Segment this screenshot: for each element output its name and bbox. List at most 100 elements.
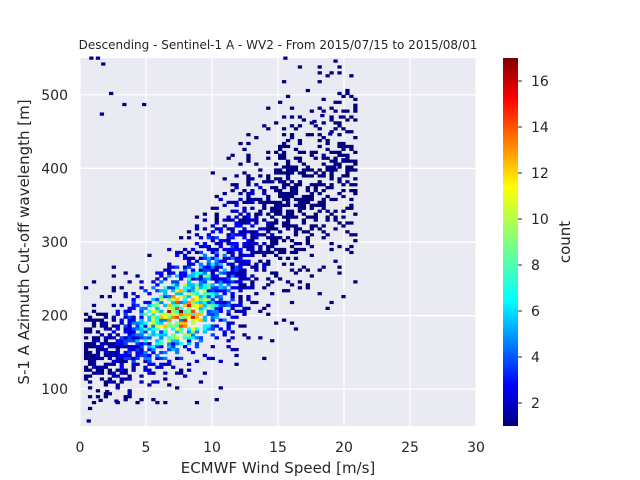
heatmap-cell [289, 239, 295, 243]
heatmap-cell [167, 359, 172, 363]
heatmap-cell [131, 297, 136, 302]
heatmap-cell [293, 215, 299, 219]
heatmap-cell [293, 127, 299, 131]
heatmap-cell [206, 300, 211, 305]
heatmap-cell [147, 345, 152, 349]
heatmap-cell [171, 294, 176, 299]
heatmap-cell [115, 333, 120, 337]
heatmap-cell [345, 206, 350, 210]
heatmap-cell [91, 324, 97, 328]
heatmap-cell [214, 312, 219, 316]
heatmap-cell [87, 380, 93, 384]
heatmap-cell [285, 194, 291, 199]
heatmap-cell [151, 321, 156, 325]
heatmap-cell [254, 183, 259, 187]
heatmap-cell [194, 277, 200, 281]
heatmap-cell [337, 71, 342, 75]
heatmap-cell [167, 247, 172, 252]
heatmap-cell [139, 398, 144, 402]
heatmap-cell [258, 309, 263, 313]
heatmap-cell [123, 359, 128, 363]
heatmap-cell [91, 318, 97, 322]
heatmap-cell [147, 309, 152, 313]
heatmap-cell [230, 253, 235, 258]
heatmap-cell [171, 336, 176, 340]
heatmap-cell [285, 183, 291, 187]
heatmap-cell [234, 203, 239, 207]
heatmap-cell [293, 197, 299, 202]
heatmap-cell [246, 200, 251, 205]
heatmap-cell [135, 353, 140, 358]
heatmap-cell [155, 321, 160, 325]
heatmap-cell [111, 362, 116, 366]
heatmap-cell [127, 392, 132, 396]
heatmap-cell [341, 115, 346, 119]
heatmap-cell [234, 244, 239, 249]
heatmap-cell [333, 259, 338, 263]
heatmap-cell [198, 274, 204, 278]
heatmap-cell [95, 353, 101, 358]
heatmap-cell [127, 318, 132, 322]
heatmap-cell [151, 362, 156, 366]
heatmap-cell [119, 321, 124, 325]
heatmap-cell [305, 186, 310, 190]
heatmap-cell [123, 327, 128, 331]
heatmap-cell [349, 159, 354, 163]
heatmap-cell [230, 315, 235, 319]
heatmap-cell [122, 102, 127, 107]
heatmap-cell [206, 292, 211, 296]
heatmap-cell [309, 168, 314, 172]
heatmap-cell [297, 150, 303, 154]
heatmap-cell [210, 277, 215, 281]
heatmap-cell [278, 147, 283, 152]
heatmap-cell [155, 306, 160, 311]
heatmap-cell [155, 303, 160, 308]
heatmap-cell [99, 294, 105, 299]
heatmap-cell [99, 356, 105, 361]
heatmap-cell [312, 119, 317, 124]
heatmap-cell [289, 250, 295, 255]
heatmap-cell [135, 347, 140, 352]
heatmap-cell [123, 292, 128, 296]
heatmap-cell [186, 368, 192, 372]
heatmap-cell [246, 242, 251, 246]
heatmap-cell [353, 159, 358, 163]
heatmap-cell [349, 183, 354, 187]
heatmap-cell [87, 330, 93, 334]
heatmap-cell [226, 242, 231, 246]
heatmap-cell [297, 138, 303, 143]
heatmap-cell [250, 224, 255, 228]
x-axis-label: ECMWF Wind Speed [m/s] [181, 459, 376, 477]
heatmap-cell [115, 374, 120, 378]
heatmap-cell [297, 247, 303, 252]
heatmap-cell [250, 233, 255, 237]
heatmap-cell [210, 333, 215, 337]
heatmap-cell [175, 342, 180, 346]
heatmap-cell [341, 209, 346, 213]
heatmap-cell [250, 280, 255, 284]
heatmap-cell [285, 177, 291, 181]
heatmap-cell [281, 165, 287, 169]
heatmap-cell [317, 133, 322, 137]
heatmap-cell [139, 327, 144, 331]
heatmap-cell [266, 250, 271, 255]
heatmap-cell [179, 289, 184, 293]
heatmap-cell [186, 259, 192, 263]
heatmap-cell [305, 165, 310, 169]
heatmap-cell [206, 289, 211, 293]
heatmap-cell [270, 224, 275, 228]
heatmap-cell [297, 209, 303, 213]
heatmap-cell [258, 250, 263, 255]
heatmap-cell [238, 253, 243, 258]
heatmap-cell [246, 212, 251, 216]
heatmap-cell [131, 365, 136, 369]
heatmap-cell [99, 312, 105, 316]
heatmap-cell [218, 265, 223, 269]
heatmap-cell [135, 327, 140, 331]
heatmap-cell [301, 218, 307, 222]
heatmap-cell [159, 309, 164, 313]
heatmap-cell [258, 259, 263, 263]
heatmap-cell [270, 250, 275, 255]
heatmap-cell [309, 224, 314, 228]
heatmap-cell [349, 250, 354, 255]
